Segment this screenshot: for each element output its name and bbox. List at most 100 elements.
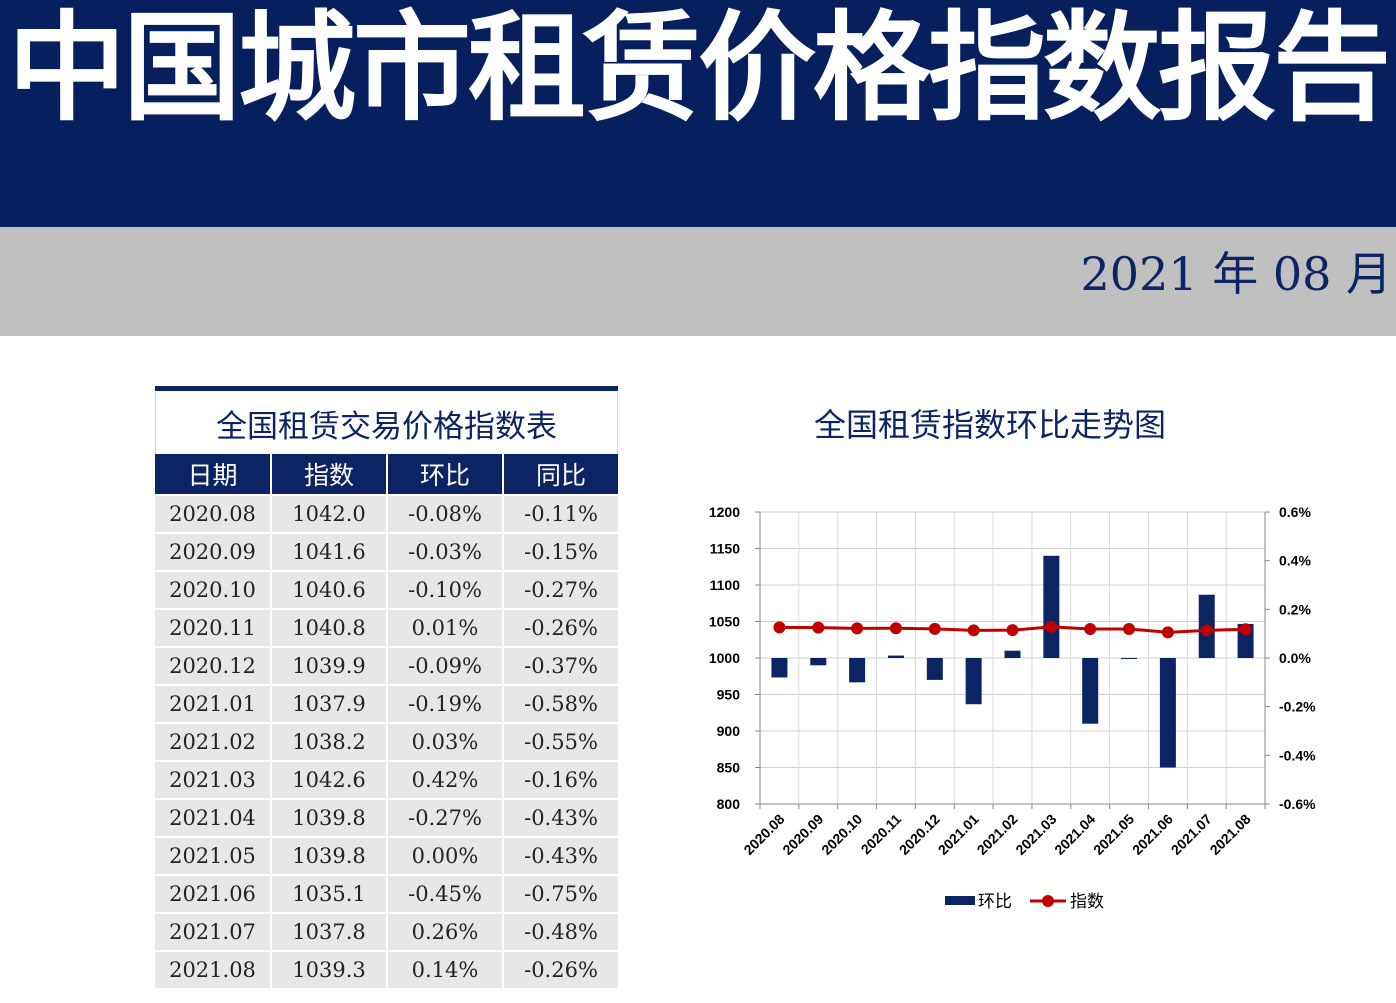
- table-row: 2021.05 1039.8 0.00% -0.43%: [155, 836, 618, 875]
- left-axis-label: 900: [717, 723, 741, 739]
- date-band: [0, 227, 1396, 336]
- index-line-series: [773, 620, 1252, 639]
- cell-mom: 0.03%: [387, 722, 504, 761]
- cell-yoy: -0.11%: [503, 494, 618, 533]
- cell-date: 2021.02: [155, 722, 272, 761]
- cell-mom: -0.45%: [387, 874, 504, 913]
- cell-yoy: -0.27%: [503, 570, 618, 609]
- cell-yoy: -0.55%: [503, 722, 618, 761]
- cell-mom: -0.19%: [387, 684, 504, 723]
- cell-date: 2021.04: [155, 798, 272, 837]
- col-header-mom: 环比: [387, 454, 504, 495]
- cell-yoy: -0.15%: [503, 532, 618, 571]
- cell-index: 1040.6: [271, 570, 388, 609]
- cell-yoy: -0.37%: [503, 646, 618, 685]
- mom-bar: [849, 658, 866, 683]
- mom-bar: [965, 658, 982, 705]
- cell-mom: 0.42%: [387, 760, 504, 799]
- right-axis-label: 0.0%: [1279, 650, 1311, 666]
- cell-date: 2020.08: [155, 494, 272, 533]
- legend-bar-swatch: [945, 896, 975, 905]
- index-point: [889, 622, 902, 635]
- index-point: [967, 624, 980, 637]
- x-category-label: 2021.06: [1129, 811, 1176, 858]
- cell-mom: 0.01%: [387, 608, 504, 647]
- mom-trend-chart: 800 850 900 950 1000 1050 1100 1150 1200 -0.6% -0.…: [709, 504, 1316, 912]
- legend-label-mom: 环比: [978, 892, 1012, 912]
- index-point: [812, 621, 825, 634]
- cell-index: 1041.6: [271, 532, 388, 571]
- cell-mom: 0.14%: [387, 950, 504, 988]
- table-row: 2021.03 1042.6 0.42% -0.16%: [155, 760, 618, 799]
- x-category-label: 2021.01: [935, 811, 982, 858]
- cell-mom: -0.27%: [387, 798, 504, 837]
- cell-yoy: -0.26%: [503, 950, 618, 988]
- cell-yoy: -0.58%: [503, 684, 618, 723]
- cell-index: 1039.3: [271, 950, 388, 988]
- report-date: 2021 年 08 月: [1080, 247, 1392, 301]
- cell-index: 1039.9: [271, 646, 388, 685]
- cell-index: 1039.8: [271, 836, 388, 875]
- cell-mom: -0.03%: [387, 532, 504, 571]
- legend-label-index: 指数: [1070, 892, 1104, 912]
- cell-index: 1037.8: [271, 912, 388, 951]
- table-row: 2021.01 1037.9 -0.19% -0.58%: [155, 684, 618, 723]
- index-table-panel: 全国租赁交易价格指数表 日期 指数 环比 同比 2020.08 1042.0 -0.…: [155, 386, 618, 988]
- cell-date: 2021.08: [155, 950, 272, 988]
- cell-date: 2020.09: [155, 532, 272, 571]
- table-row: 2020.08 1042.0 -0.08% -0.11%: [155, 494, 618, 533]
- index-point: [1006, 624, 1019, 637]
- right-axis-label: -0.6%: [1279, 796, 1316, 812]
- index-point: [1239, 623, 1252, 636]
- legend-marker-swatch: [1042, 895, 1054, 907]
- left-axis-label: 1050: [709, 614, 740, 630]
- cell-index: 1042.0: [271, 494, 388, 533]
- x-category-label: 2021.08: [1207, 811, 1254, 858]
- right-axis-label: 0.6%: [1279, 504, 1311, 520]
- mom-bar: [1082, 658, 1099, 724]
- table-row: 2021.08 1039.3 0.14% -0.26%: [155, 950, 618, 988]
- x-category-label: 2021.04: [1051, 811, 1098, 858]
- index-point: [1200, 624, 1213, 637]
- x-category-label: 2020.08: [740, 811, 787, 858]
- col-header-date: 日期: [155, 454, 272, 495]
- left-axis-label: 950: [717, 687, 741, 703]
- left-axis-label: 1150: [710, 541, 741, 557]
- left-axis-label: 1200: [709, 504, 740, 520]
- col-header-yoy: 同比: [503, 454, 618, 495]
- table-row: 2020.09 1041.6 -0.03% -0.15%: [155, 532, 618, 571]
- cell-date: 2020.12: [155, 646, 272, 685]
- cell-mom: -0.09%: [387, 646, 504, 685]
- table-row: 2021.06 1035.1 -0.45% -0.75%: [155, 874, 618, 913]
- x-category-label: 2021.05: [1090, 811, 1137, 858]
- col-header-index: 指数: [271, 454, 388, 495]
- report-title: 中国城市租赁价格指数报告: [8, 0, 1391, 137]
- chart-title: 全国租赁指数环比走势图: [813, 406, 1166, 444]
- x-category-label: 2020.11: [858, 811, 905, 858]
- x-category-label: 2020.09: [779, 811, 826, 858]
- mom-bar-series: [771, 555, 1254, 768]
- x-category-label: 2021.03: [1012, 811, 1059, 858]
- cell-index: 1040.8: [271, 608, 388, 647]
- chart-tick-labels: 800 850 900 950 1000 1050 1100 1150 1200 -0.6% -0.…: [709, 504, 1316, 858]
- table-row: 2020.12 1039.9 -0.09% -0.37%: [155, 646, 618, 685]
- left-axis-label: 1000: [709, 650, 740, 666]
- index-point: [1045, 620, 1058, 633]
- mom-bar: [1043, 555, 1060, 658]
- cell-index: 1042.6: [271, 760, 388, 799]
- cell-index: 1038.2: [271, 722, 388, 761]
- cell-mom: -0.08%: [387, 494, 504, 533]
- cell-date: 2021.07: [155, 912, 272, 951]
- chart-axes: [755, 511, 1270, 809]
- mom-bar: [810, 658, 827, 666]
- x-category-label: 2021.02: [974, 811, 1021, 858]
- mom-bar: [887, 655, 904, 658]
- table-row: 2021.07 1037.8 0.26% -0.48%: [155, 912, 618, 951]
- mom-bar: [926, 658, 943, 680]
- index-point: [1161, 626, 1174, 639]
- table-row: 2021.02 1038.2 0.03% -0.55%: [155, 722, 618, 761]
- mom-bar: [771, 658, 788, 678]
- table-row: 2020.11 1040.8 0.01% -0.26%: [155, 608, 618, 647]
- cell-date: 2020.11: [155, 608, 272, 647]
- mom-bar: [1004, 650, 1021, 658]
